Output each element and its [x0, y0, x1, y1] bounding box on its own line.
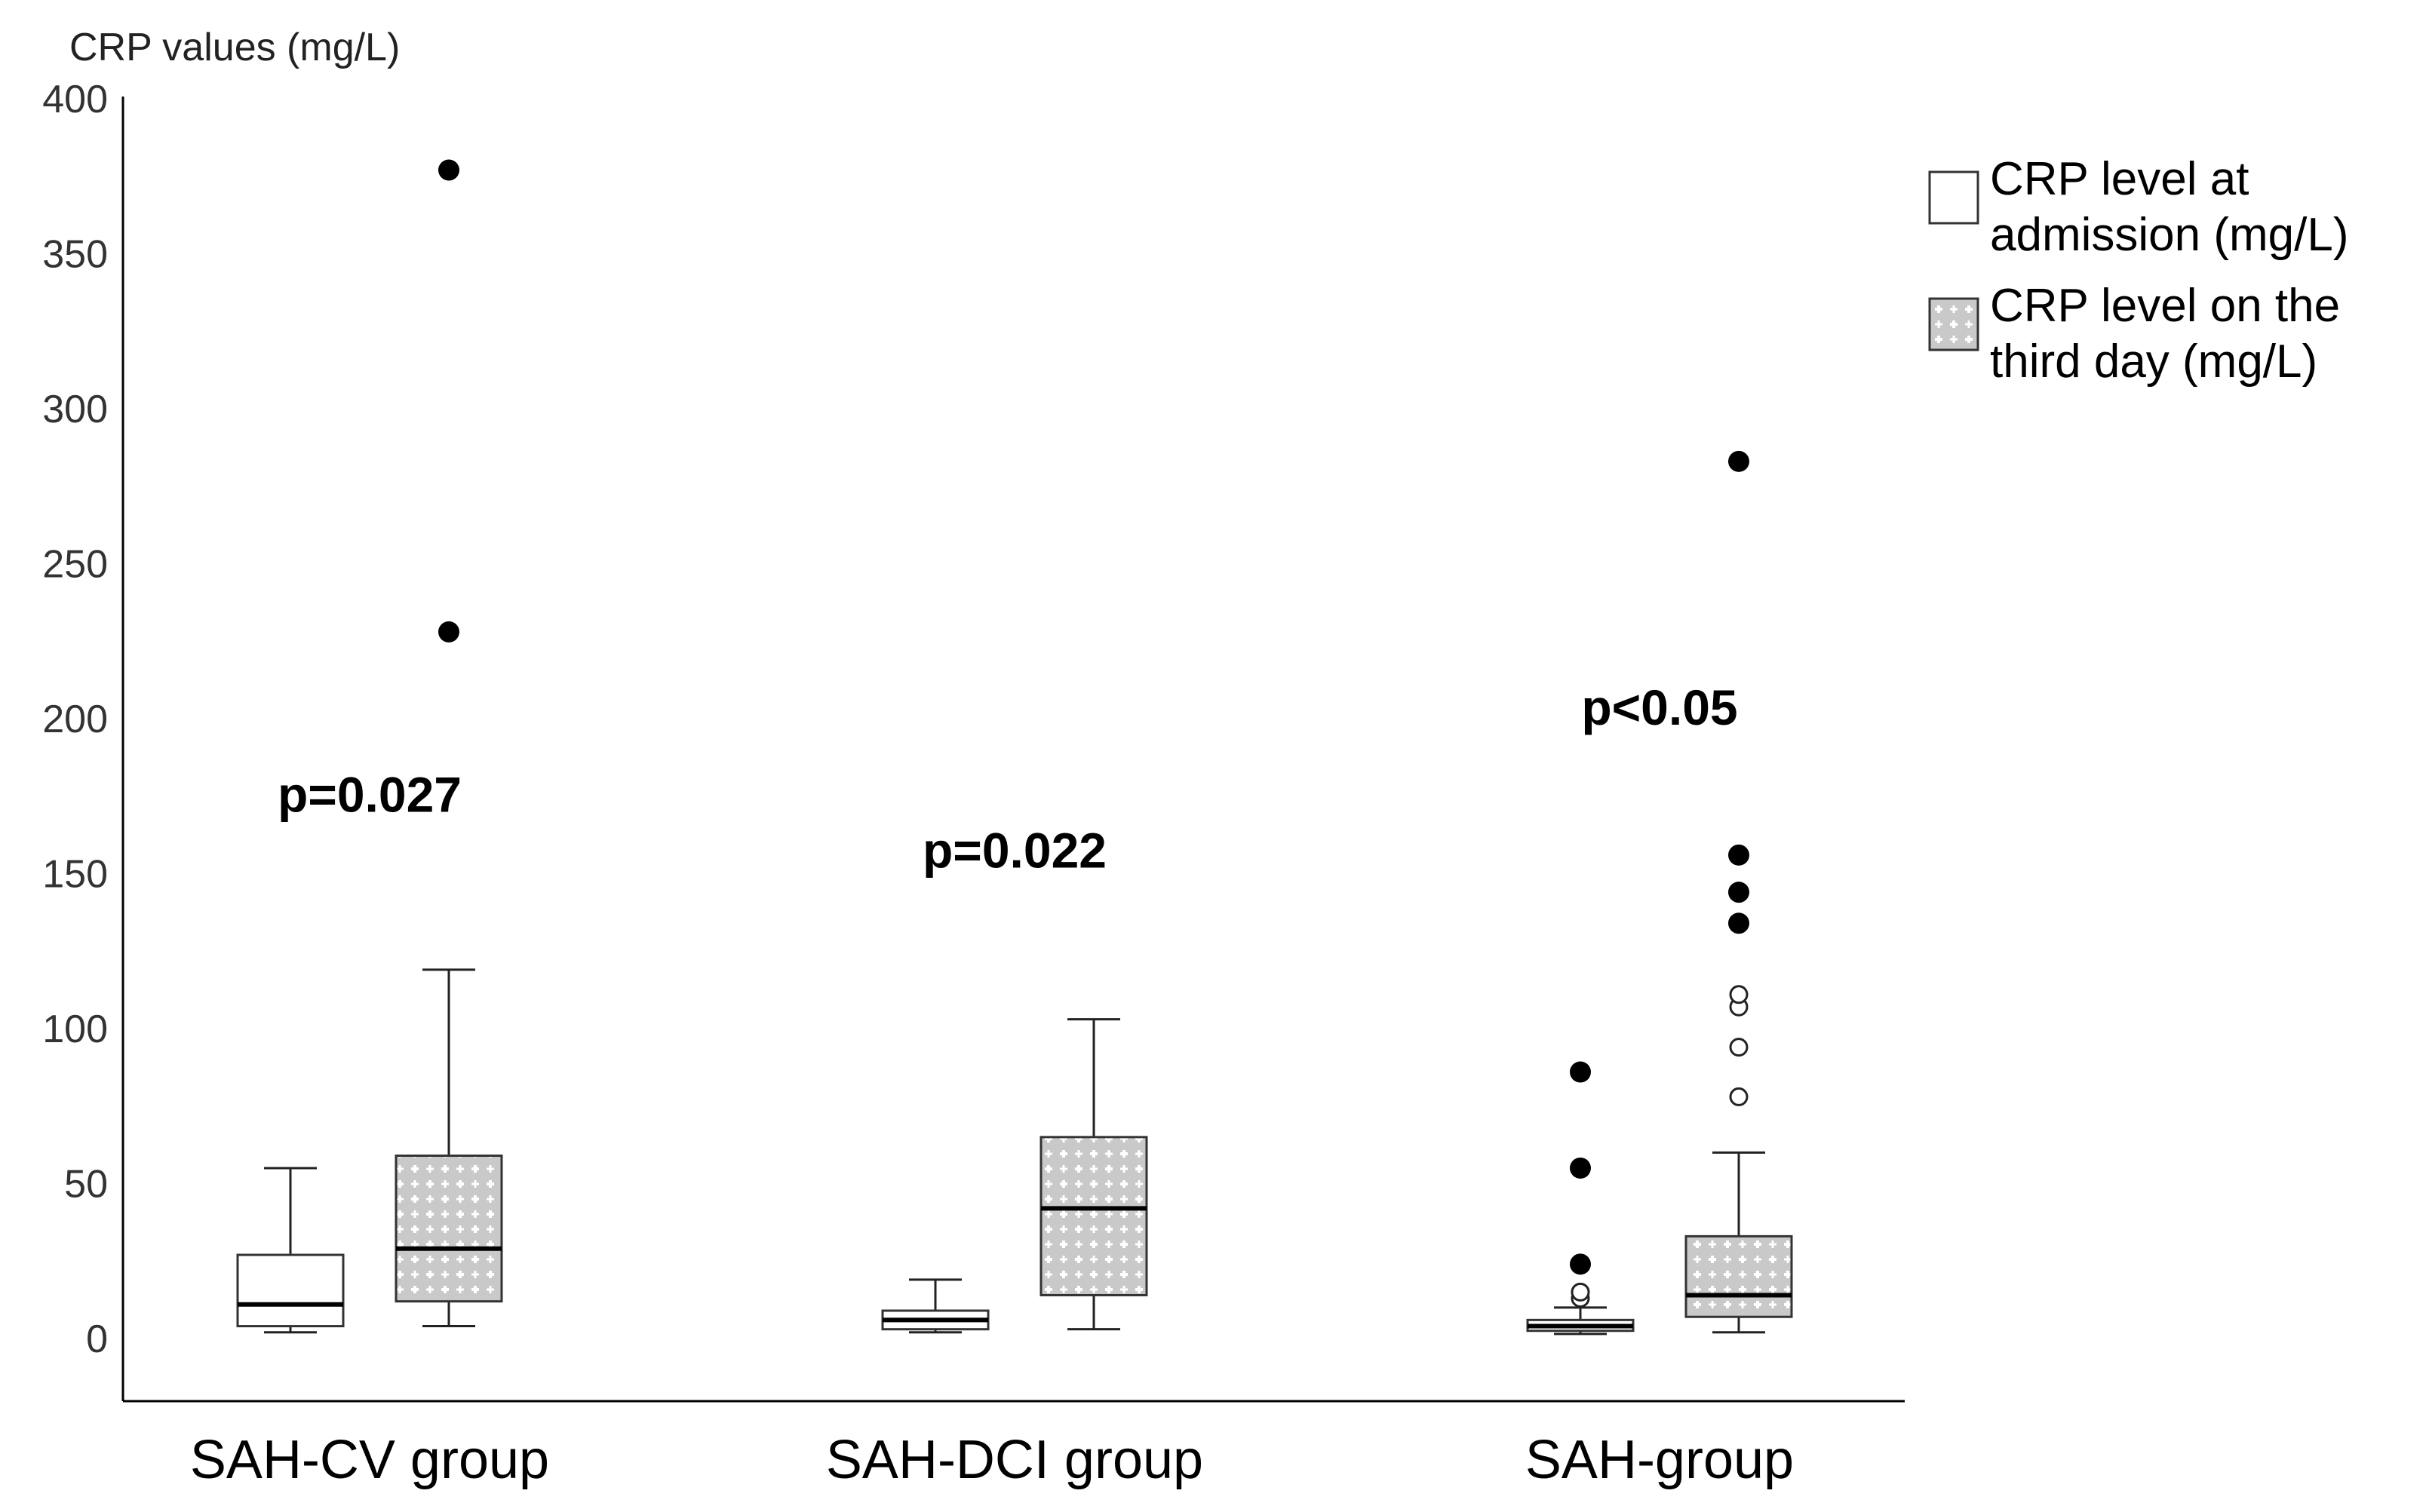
outlier-point — [1729, 1087, 1749, 1106]
legend-label-admission-line2: admission (mg/L) — [1990, 209, 2348, 261]
extreme-point — [1570, 1061, 1591, 1083]
extreme-point — [1570, 1253, 1591, 1275]
p-value-label: p=0.027 — [278, 766, 462, 822]
legend-label-third-day-line1: CRP level on the — [1990, 280, 2340, 332]
iqr-box — [1684, 1234, 1793, 1318]
iqr-box — [236, 1253, 345, 1328]
y-tick-label: 0 — [86, 1317, 108, 1361]
outlier-points — [438, 159, 1749, 1308]
legend-label-third-day-line2: third day (mg/L) — [1990, 336, 2317, 388]
legend: CRP level at admission (mg/L) CRP level … — [1928, 153, 2348, 388]
x-category-label: SAH-CV group — [190, 1430, 549, 1490]
extreme-point — [1728, 450, 1749, 472]
y-tick-label: 150 — [42, 853, 108, 897]
p-value-label: p=0.022 — [923, 822, 1107, 878]
extreme-point — [438, 159, 459, 181]
y-tick-label: 250 — [42, 543, 108, 587]
x-category-label: SAH-DCI group — [826, 1430, 1203, 1490]
extreme-point — [1728, 912, 1749, 934]
y-tick-label: 50 — [64, 1163, 108, 1207]
y-tick-labels: 0 50 100 150 200 250 300 350 400 — [42, 78, 108, 1361]
x-category-label: SAH-group — [1525, 1430, 1794, 1490]
category-labels: SAH-CV group SAH-DCI group SAH-group — [190, 1430, 1794, 1490]
extreme-point — [1728, 844, 1749, 866]
axes — [121, 97, 1905, 1403]
y-tick-label: 350 — [42, 233, 108, 277]
extreme-point — [1570, 1157, 1591, 1179]
y-axis-title: CRP values (mg/L) — [69, 26, 400, 69]
y-tick-label: 200 — [42, 698, 108, 741]
extreme-point — [1728, 882, 1749, 903]
box-plots — [236, 968, 1793, 1336]
y-tick-label: 100 — [42, 1007, 108, 1051]
legend-label-admission-line1: CRP level at — [1990, 153, 2249, 205]
p-value-annotations: p=0.027 p=0.022 p<0.05 — [278, 679, 1738, 878]
extreme-point — [438, 621, 459, 643]
legend-swatch-admission — [1928, 170, 1979, 225]
iqr-box — [395, 1155, 503, 1303]
outlier-point — [1729, 985, 1749, 1004]
iqr-box — [1039, 1136, 1148, 1296]
legend-swatch-third-day — [1928, 297, 1979, 351]
y-tick-label: 300 — [42, 388, 108, 431]
p-value-label: p<0.05 — [1581, 679, 1737, 735]
outlier-point — [1729, 1038, 1749, 1057]
outlier-point — [1571, 1282, 1590, 1302]
y-tick-label: 400 — [42, 78, 108, 121]
